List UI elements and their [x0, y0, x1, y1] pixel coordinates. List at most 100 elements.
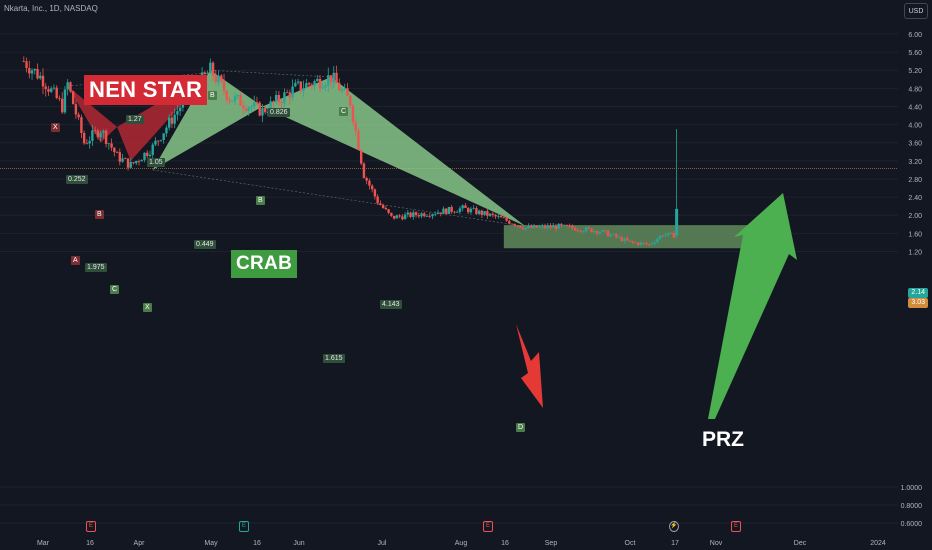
- candle: [178, 107, 182, 112]
- candle: [675, 208, 679, 236]
- candle: [36, 68, 39, 79]
- candle: [617, 237, 621, 238]
- candle: [642, 242, 645, 244]
- candle: [354, 122, 357, 131]
- candle: [579, 230, 582, 232]
- candle: [102, 130, 105, 133]
- candle: [672, 232, 676, 238]
- candle: [587, 227, 591, 229]
- candle: [167, 117, 171, 128]
- nen-point-b[interactable]: B: [95, 210, 104, 219]
- candle: [148, 154, 152, 156]
- candle: [266, 111, 270, 113]
- candle: [247, 107, 250, 111]
- candle: [343, 88, 346, 90]
- candle: [283, 92, 286, 104]
- candle: [395, 215, 399, 219]
- nen-point-x[interactable]: X: [51, 123, 60, 132]
- candle: [30, 70, 34, 74]
- candle: [296, 81, 300, 83]
- candle: [573, 228, 577, 231]
- x-tick-label: Nov: [710, 540, 723, 547]
- ratio-label: 4.143: [380, 300, 402, 309]
- price-axis[interactable]: 6.00 5.60 5.20 4.80 4.40 4.00 3.60 3.20 2.80 2.40…: [901, 32, 923, 528]
- crab-point-x[interactable]: X: [143, 303, 152, 312]
- ratio-label: 0.252: [66, 175, 88, 184]
- y-tick-label: 5.20: [908, 68, 922, 75]
- earnings-event-icon[interactable]: E: [86, 521, 96, 532]
- candle: [477, 210, 481, 215]
- candle: [524, 227, 527, 230]
- nen-point-a[interactable]: A: [71, 256, 80, 265]
- x-tick-label: 16: [501, 540, 509, 547]
- candle: [250, 106, 253, 108]
- candle: [543, 225, 547, 228]
- earnings-event-icon[interactable]: E: [239, 521, 249, 532]
- candle: [211, 62, 215, 76]
- crab-point-c[interactable]: C: [339, 107, 349, 116]
- candle: [475, 208, 478, 215]
- candle: [491, 213, 495, 215]
- candle: [280, 102, 283, 104]
- y-tick-label: 3.60: [908, 141, 922, 148]
- split-event-icon[interactable]: ⚡: [669, 521, 679, 532]
- time-axis[interactable]: Mar 16 Apr May 16 Jun Jul Aug 16 Sep Oct 17 Nov Dec 20…: [37, 540, 886, 547]
- ratio-label: 1.05: [147, 158, 165, 167]
- candle: [554, 225, 558, 229]
- candle: [214, 75, 218, 83]
- candle: [143, 152, 146, 161]
- candle: [263, 107, 267, 113]
- candle: [486, 211, 489, 216]
- candle: [359, 150, 363, 164]
- candle: [634, 242, 637, 244]
- candle: [650, 243, 654, 245]
- candle: [157, 140, 160, 142]
- up-arrow: [708, 193, 797, 419]
- x-tick-label: May: [204, 540, 218, 547]
- candle: [69, 82, 72, 92]
- line-price-tag: 3.03: [908, 298, 928, 308]
- candle: [151, 144, 154, 155]
- candle: [99, 132, 102, 138]
- candle: [480, 210, 484, 215]
- candle: [217, 75, 220, 83]
- crab-point-a[interactable]: B: [208, 91, 217, 100]
- nen-point-c[interactable]: C: [110, 285, 120, 294]
- candle: [648, 244, 651, 246]
- candle: [25, 61, 28, 69]
- candle: [445, 208, 448, 214]
- candle: [176, 111, 179, 115]
- candle: [414, 212, 418, 216]
- x-tick-label: Dec: [794, 540, 807, 547]
- candle: [110, 143, 113, 148]
- candle: [469, 208, 473, 213]
- candle: [516, 225, 519, 227]
- candle: [228, 99, 231, 102]
- candle: [302, 88, 305, 91]
- candle: [551, 225, 555, 228]
- x-tick-label: 16: [86, 540, 94, 547]
- currency-button[interactable]: USD: [904, 3, 928, 19]
- candle: [313, 81, 316, 87]
- y-tick-label: 2.40: [908, 195, 922, 202]
- earnings-event-icon[interactable]: E: [483, 521, 493, 532]
- earnings-event-icon[interactable]: E: [731, 521, 741, 532]
- candle: [502, 217, 506, 219]
- x-tick-label: 2024: [870, 540, 886, 547]
- y-tick-label: 3.20: [908, 159, 922, 166]
- crab-label: CRAB: [231, 250, 298, 278]
- candle: [74, 104, 78, 115]
- crab-point-d[interactable]: D: [516, 423, 526, 432]
- y-tick-label: 1.0000: [901, 485, 923, 492]
- annotation-arrows[interactable]: [516, 193, 797, 419]
- candle: [220, 75, 223, 81]
- candle: [669, 232, 673, 234]
- candle: [425, 215, 429, 217]
- crab-point-b[interactable]: B: [256, 196, 265, 205]
- candle: [406, 212, 410, 215]
- nen-star-label: NEN STAR: [84, 75, 208, 105]
- candle: [656, 238, 659, 243]
- candle: [222, 80, 226, 91]
- candle: [535, 225, 538, 228]
